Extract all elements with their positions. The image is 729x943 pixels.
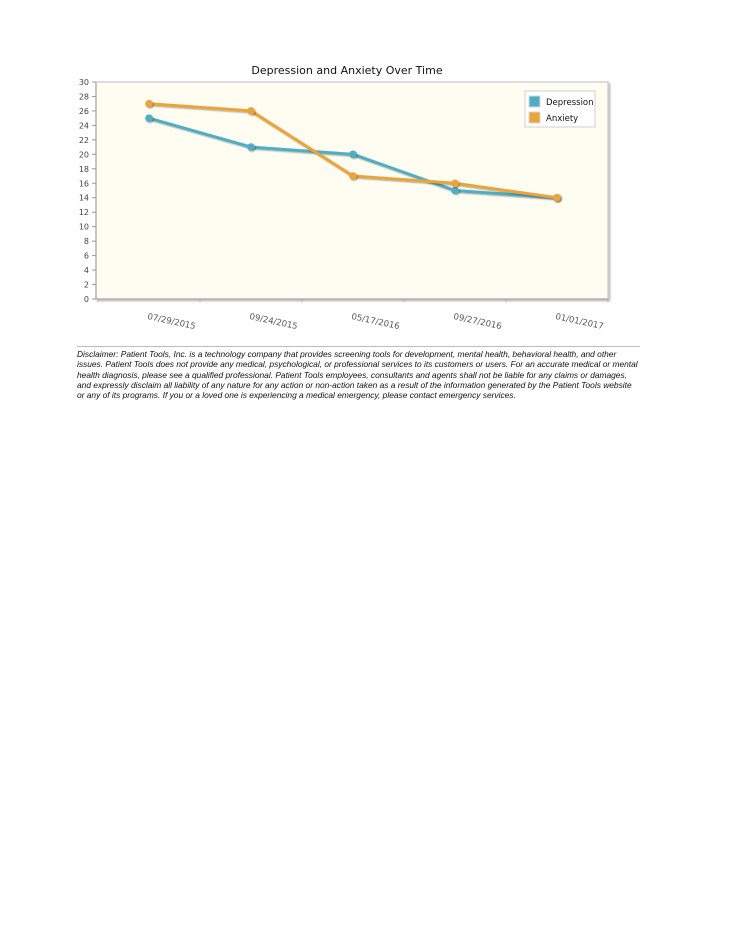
y-tick-label: 28 xyxy=(79,92,89,101)
disclaimer-text: Disclaimer: Patient Tools, Inc. is a tec… xyxy=(77,349,638,401)
x-tick-label: 05/17/2016 xyxy=(350,312,400,332)
x-tick-label: 09/27/2016 xyxy=(452,312,502,332)
data-point-anxiety xyxy=(451,179,459,188)
x-tick-label: 09/24/2015 xyxy=(248,312,298,332)
x-tick-label: 01/01/2017 xyxy=(554,312,604,332)
y-tick-label: 18 xyxy=(79,165,89,174)
legend-swatch-anxiety xyxy=(528,111,541,124)
y-tick-label: 16 xyxy=(79,179,89,188)
x-tick-label: 07/29/2015 xyxy=(146,312,196,332)
y-tick-label: 10 xyxy=(79,223,89,232)
line-chart: Depression and Anxiety Over Time 0246810… xyxy=(79,64,609,332)
legend-swatch-depression xyxy=(528,95,541,108)
data-point-anxiety xyxy=(349,172,357,180)
data-point-anxiety xyxy=(247,107,255,115)
y-tick-label: 26 xyxy=(79,107,89,116)
y-tick-label: 2 xyxy=(84,281,89,290)
y-tick-label: 6 xyxy=(84,252,89,261)
data-point-anxiety xyxy=(145,99,153,108)
data-point-depression xyxy=(247,143,255,151)
divider xyxy=(77,346,640,347)
y-tick-label: 24 xyxy=(79,121,89,130)
legend: Depression Anxiety xyxy=(524,90,596,128)
chart-title: Depression and Anxiety Over Time xyxy=(251,64,442,77)
data-point-depression xyxy=(349,150,357,159)
legend-label-anxiety: Anxiety xyxy=(546,114,578,124)
y-tick-label: 14 xyxy=(79,194,89,203)
chart: Depression and Anxiety Over Time 0 2 4 6 8 10… xyxy=(60,60,620,340)
y-tick-label: 20 xyxy=(79,150,89,159)
plot-background xyxy=(95,81,609,300)
legend-label-depression: Depression xyxy=(546,98,594,108)
y-tick-label: 30 xyxy=(79,78,89,87)
data-point-depression xyxy=(145,114,153,122)
y-tick-label: 0 xyxy=(84,295,89,304)
y-tick-label: 22 xyxy=(79,136,89,145)
y-tick-label: 4 xyxy=(84,266,89,275)
data-point-anxiety xyxy=(553,193,561,202)
data-point-depression xyxy=(451,186,459,195)
y-tick-label: 12 xyxy=(79,208,89,217)
y-tick-label: 8 xyxy=(84,237,89,246)
